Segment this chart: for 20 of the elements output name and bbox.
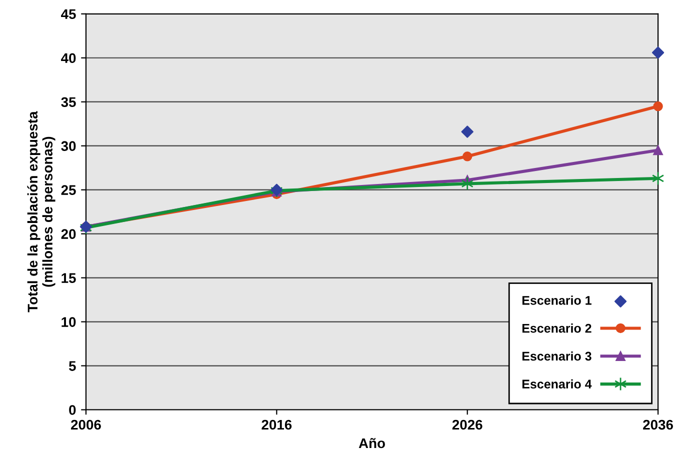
y-tick-label: 25 <box>61 185 76 195</box>
y-tick-label: 10 <box>62 317 76 327</box>
y-tick-label: 40 <box>61 53 76 64</box>
y-tick-label: 45 <box>61 9 76 20</box>
x-tick-label: 2016 <box>262 420 292 430</box>
y-tick-label: 30 <box>61 141 76 152</box>
x-tick-label: 2006 <box>71 420 101 430</box>
x-tick-label: 2026 <box>452 420 482 430</box>
legend-label: Escenario 3 <box>522 351 592 361</box>
legend-label: Escenario 4 <box>522 379 592 389</box>
y-tick-label: 20 <box>61 229 76 239</box>
y-tick-label: 15 <box>62 273 76 283</box>
x-tick-label: 2036 <box>643 420 673 430</box>
y-tick-label: 5 <box>68 361 76 371</box>
y-tick-label: 0 <box>69 405 76 415</box>
y-tick-label: 35 <box>61 97 76 108</box>
legend-label: Escenario 1 <box>522 296 592 305</box>
x-axis-title: Año <box>358 438 385 448</box>
y-axis-title: Total de la población expuesta (millones de personas) <box>27 111 56 312</box>
legend-label: Escenario 2 <box>522 324 592 333</box>
